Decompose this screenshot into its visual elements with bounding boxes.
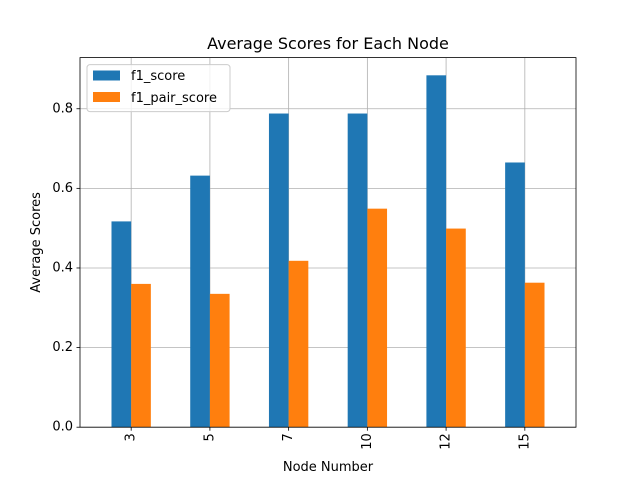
x-tick-label: 7 [281,433,296,441]
y-tick-label: 0.0 [52,420,73,435]
legend-box [86,64,231,113]
bar-f1-score [268,113,289,428]
bar-f1-score [426,75,447,428]
bars [111,75,545,428]
bar-f1-pair-score [209,293,230,428]
x-tick-label: 10 [360,433,375,450]
y-tick-label: 0.6 [52,181,73,196]
x-axis-title: Node Number [283,460,374,475]
chart-title: Average Scores for Each Node [207,34,449,53]
ticks: 3 5 7 10 12 15 0.0 0.2 0.4 0.6 0.8 [52,101,532,449]
legend-swatch-f1-pair-score [93,92,120,102]
bar-f1-pair-score [288,260,309,428]
bar-f1-pair-score [367,208,388,428]
legend-swatch-f1-score [93,70,120,81]
bar-f1-score [505,162,525,428]
x-tick-label: 5 [202,433,217,441]
legend-label-f1-score: f1_score [131,69,185,84]
plot-frame [79,57,577,428]
bar-f1-score [347,113,368,428]
x-tick-label: 12 [439,433,454,450]
legend-label-f1-pair-score: f1_pair_score [131,91,217,106]
bar-f1-pair-score [446,228,466,428]
y-tick-label: 0.4 [52,260,73,275]
y-axis-title: Average Scores [29,192,44,293]
y-tick-label: 0.8 [52,101,73,116]
bar-f1-pair-score [524,282,545,428]
x-tick-label: 3 [124,433,139,441]
legend: f1_score f1_pair_score [86,64,231,113]
bar-f1-pair-score [131,283,151,428]
bar-f1-score [111,221,132,428]
y-tick-label: 0.2 [52,340,73,355]
x-tick-label: 15 [517,433,532,450]
bar-f1-score [190,175,210,428]
